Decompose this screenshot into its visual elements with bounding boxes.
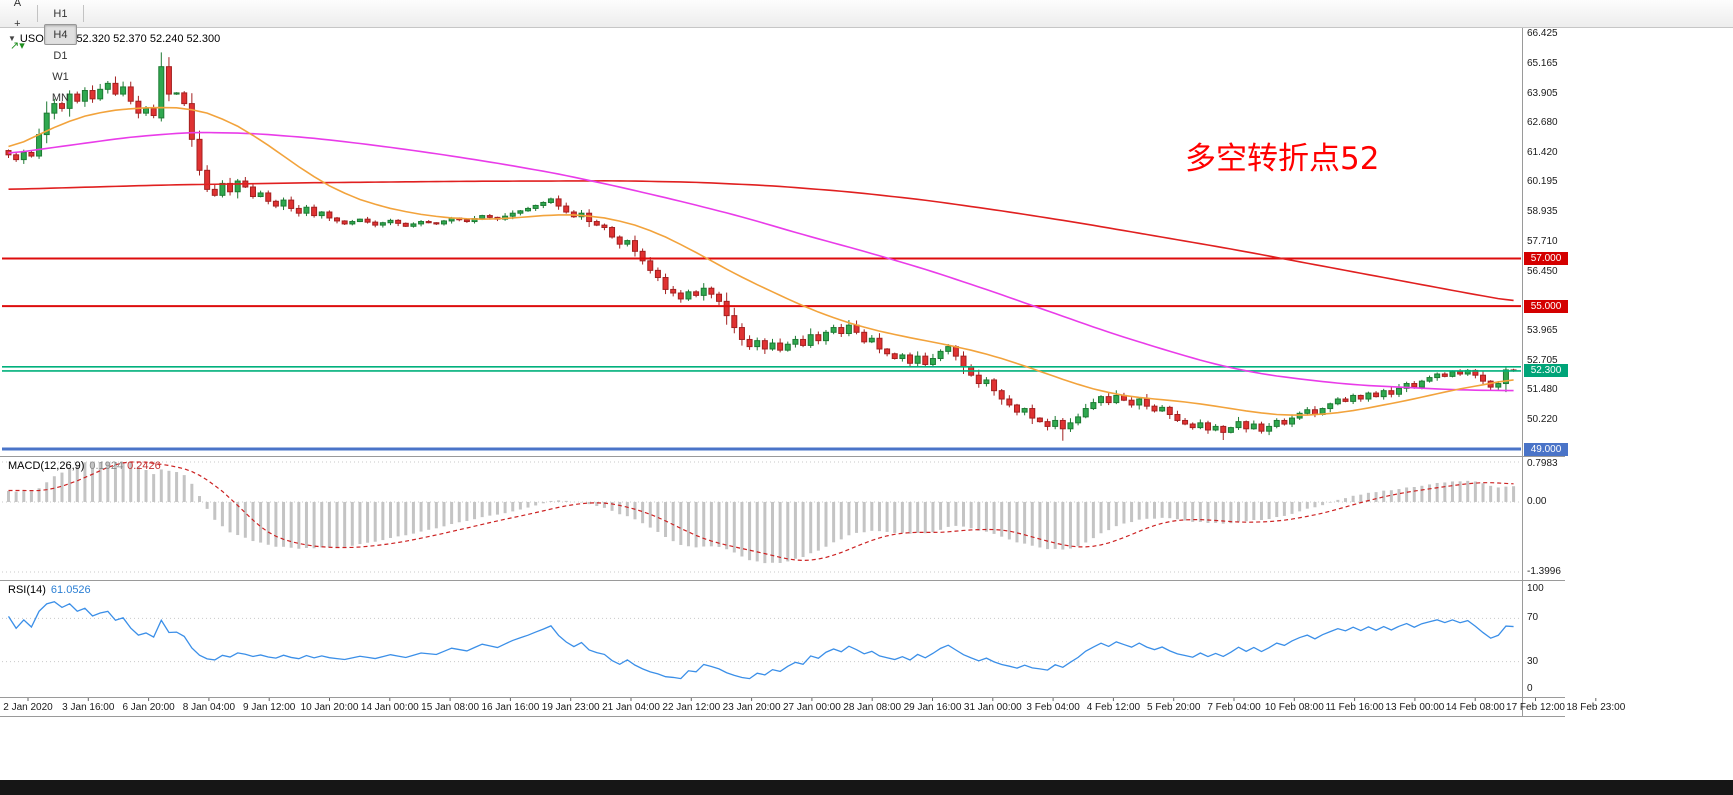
rsi-scale-label: 70 bbox=[1527, 612, 1539, 624]
macd-signal-value: 0.2426 bbox=[127, 460, 161, 472]
macd-indicator-label: MACD(12,26,9) 0.1924 0.2426 bbox=[8, 460, 161, 472]
price-tick-label: 52.705 bbox=[1527, 354, 1558, 366]
crosshair-icon[interactable]: + bbox=[14, 18, 21, 30]
date-label: 10 Jan 20:00 bbox=[300, 702, 359, 713]
price-tag: 57.000 bbox=[1524, 251, 1568, 265]
date-label: 4 Feb 12:00 bbox=[1086, 702, 1141, 713]
date-label: 3 Jan 16:00 bbox=[62, 702, 115, 713]
price-tick-label: 50.220 bbox=[1527, 413, 1558, 425]
date-label: 17 Feb 12:00 bbox=[1506, 702, 1565, 713]
horizontal-lines bbox=[2, 257, 1521, 451]
legend-ohlc: 52.320 52.370 52.240 52.300 bbox=[76, 33, 221, 45]
date-label: 9 Jan 12:00 bbox=[243, 702, 296, 713]
date-label: 6 Jan 20:00 bbox=[122, 702, 175, 713]
candles bbox=[5, 52, 1517, 441]
price-tick-label: 58.935 bbox=[1527, 206, 1558, 218]
toolbar-separator bbox=[83, 5, 85, 22]
collapse-triangle-icon[interactable]: ▼ bbox=[8, 34, 16, 43]
date-label: 18 Feb 23:00 bbox=[1566, 702, 1626, 713]
date-label: 13 Feb 00:00 bbox=[1385, 702, 1445, 713]
date-label: 27 Jan 00:00 bbox=[782, 702, 841, 713]
price-tag: 52.300 bbox=[1524, 363, 1568, 377]
rsi-scale-label: 0 bbox=[1527, 683, 1533, 694]
price-tick-label: 60.195 bbox=[1527, 176, 1558, 188]
price-tick-label: 66.425 bbox=[1527, 27, 1558, 39]
macd-scale-label: 0.00 bbox=[1527, 495, 1547, 507]
date-label: 14 Jan 00:00 bbox=[360, 702, 419, 713]
rsi-line bbox=[7, 600, 1514, 680]
macd-name: MACD(12,26,9) bbox=[8, 460, 85, 472]
timeframe-button-D1[interactable]: D1 bbox=[53, 49, 68, 62]
timeframe-button-MN[interactable]: MN bbox=[51, 91, 69, 104]
price-tag: 49.000 bbox=[1524, 442, 1568, 456]
chart-legend: ▼USOil-,H452.320 52.370 52.240 52.300 bbox=[8, 33, 220, 45]
date-label: 2 Jan 2020 bbox=[3, 702, 53, 713]
date-label: 10 Feb 08:00 bbox=[1264, 702, 1324, 713]
date-label: 8 Jan 04:00 bbox=[182, 702, 236, 713]
price-tick-label: 51.480 bbox=[1527, 383, 1558, 395]
date-label: 11 Feb 16:00 bbox=[1325, 702, 1384, 713]
date-label: 19 Jan 23:00 bbox=[541, 702, 600, 713]
rsi-scale-label: 30 bbox=[1527, 655, 1539, 667]
macd-histogram bbox=[7, 462, 1516, 564]
timeframe-button-H4[interactable]: H4 bbox=[43, 24, 78, 45]
price-tick-label: 53.965 bbox=[1527, 324, 1558, 336]
bottom-bar bbox=[0, 780, 1733, 795]
price-tick-label: 63.905 bbox=[1527, 87, 1558, 99]
rsi-current-value: 61.0526 bbox=[50, 584, 91, 596]
price-tick-label: 57.710 bbox=[1527, 235, 1558, 247]
date-label: 31 Jan 00:00 bbox=[963, 702, 1022, 713]
macd-current-value: 0.1924 bbox=[89, 460, 124, 472]
date-label: 29 Jan 16:00 bbox=[903, 702, 962, 713]
date-label: 28 Jan 08:00 bbox=[843, 702, 902, 713]
macd-scale-label: 0.7983 bbox=[1527, 458, 1558, 469]
date-label: 16 Jan 16:00 bbox=[481, 702, 540, 713]
price-tag: 55.000 bbox=[1524, 299, 1568, 313]
timeframe-group: M1M5M15M30H1H4D1W1MN bbox=[43, 0, 78, 108]
toolbar: ▦A+↗▾ M1M5M15M30H1H4D1W1MN bbox=[0, 0, 1733, 104]
price-tick-label: 56.450 bbox=[1527, 265, 1558, 277]
date-label: 23 Jan 20:00 bbox=[722, 702, 781, 713]
rsi-scale-label: 100 bbox=[1527, 583, 1544, 594]
date-label: 7 Feb 04:00 bbox=[1207, 702, 1261, 713]
timeframe-button-W1[interactable]: W1 bbox=[52, 70, 69, 83]
text-tool-icon[interactable]: A bbox=[13, 0, 22, 9]
date-label: 5 Feb 20:00 bbox=[1147, 702, 1201, 713]
toolbar-separator bbox=[36, 5, 38, 22]
rsi-indicator-label: RSI(14) 61.0526 bbox=[8, 584, 91, 596]
date-label: 21 Jan 04:00 bbox=[602, 702, 660, 713]
date-label: 3 Feb 04:00 bbox=[1026, 702, 1080, 713]
macd-signal-line bbox=[8, 461, 1514, 562]
annotation-text: 多空转折点52 bbox=[1185, 141, 1380, 177]
macd-scale-label: -1.3996 bbox=[1527, 566, 1561, 577]
timeframe-button-H1[interactable]: H1 bbox=[53, 7, 68, 20]
ma-mid-magenta bbox=[8, 131, 1514, 392]
ma-fast-orange bbox=[8, 106, 1514, 416]
date-label: 15 Jan 08:00 bbox=[421, 702, 480, 713]
price-tick-label: 61.420 bbox=[1527, 147, 1558, 159]
price-tick-label: 65.165 bbox=[1527, 57, 1558, 69]
price-tick-label: 62.680 bbox=[1527, 117, 1558, 129]
date-label: 22 Jan 12:00 bbox=[662, 702, 721, 713]
rsi-name: RSI(14) bbox=[8, 584, 46, 596]
toolbar-left-group: ▦A+↗▾ bbox=[4, 0, 31, 56]
ma-slow-red bbox=[8, 180, 1514, 302]
indicators-icon[interactable]: ↗▾ bbox=[10, 39, 25, 52]
date-label: 14 Feb 08:00 bbox=[1445, 702, 1505, 713]
